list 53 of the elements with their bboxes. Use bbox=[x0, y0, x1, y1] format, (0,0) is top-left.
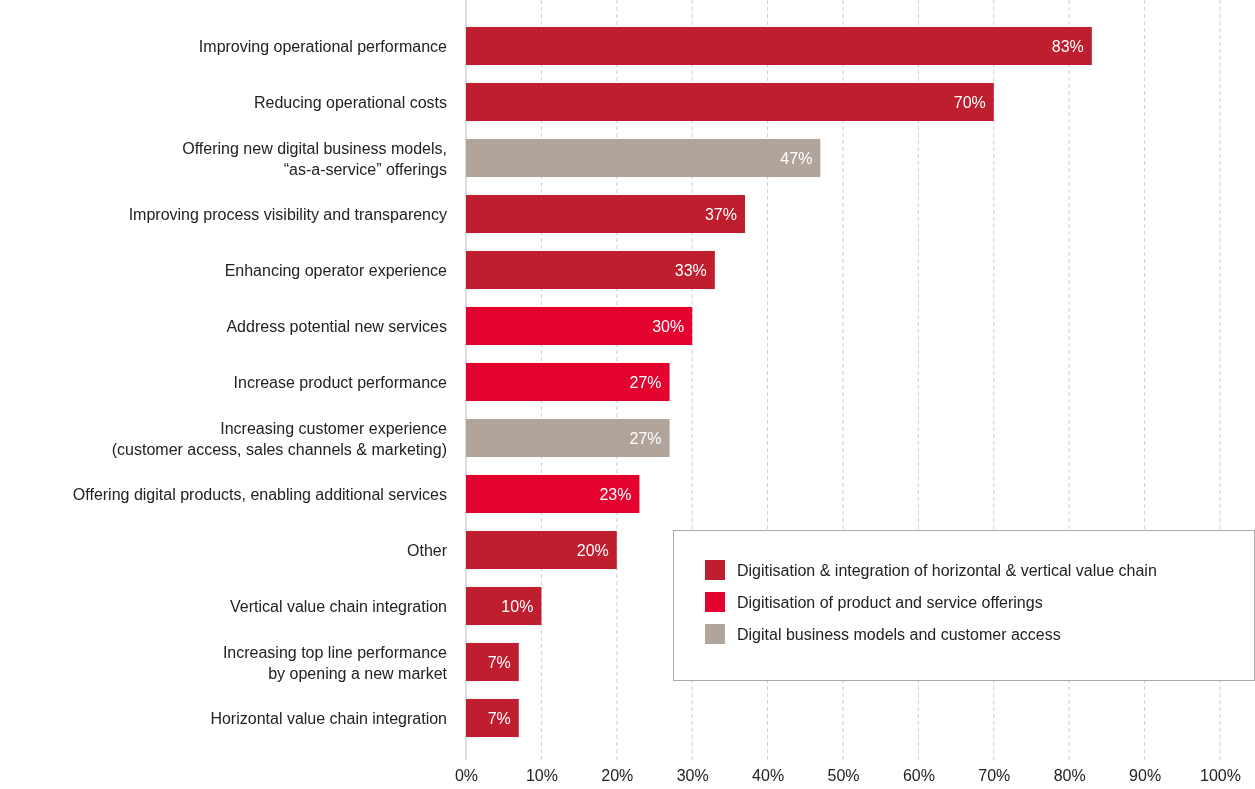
y-tick-label: Address potential new services bbox=[226, 318, 447, 335]
y-tick-label: Reducing operational costs bbox=[253, 94, 447, 111]
bar bbox=[466, 642, 519, 682]
x-tick-label: 20% bbox=[601, 767, 634, 785]
y-tick-label: Increasing top line performance by opening a new market bbox=[222, 643, 448, 682]
data-label: 33% bbox=[674, 262, 707, 279]
bar bbox=[466, 474, 640, 514]
y-tick-label: Increasing customer experience (customer access, sales channels & marketing) bbox=[111, 419, 448, 458]
bar bbox=[466, 362, 670, 402]
x-tick-label: 80% bbox=[1053, 767, 1086, 785]
legend-label: Digitisation & integration of horizontal & vertical value chain bbox=[737, 562, 1157, 579]
bar bbox=[466, 698, 519, 738]
data-label: 27% bbox=[629, 430, 662, 447]
data-label: 20% bbox=[576, 542, 609, 559]
y-tick-label: Improving process visibility and transparency bbox=[128, 206, 447, 223]
bar bbox=[466, 530, 617, 570]
legend-label: Digital business models and customer access bbox=[737, 626, 1061, 643]
bar bbox=[466, 138, 821, 178]
data-label: 7% bbox=[487, 710, 511, 727]
x-tick-label: 40% bbox=[752, 767, 785, 785]
x-tick-label: 60% bbox=[902, 767, 935, 785]
bar bbox=[466, 586, 542, 626]
y-tick-label: Increase product performance bbox=[233, 374, 448, 391]
data-label: 10% bbox=[501, 598, 534, 615]
data-label: 27% bbox=[629, 374, 662, 391]
data-label: 7% bbox=[487, 654, 511, 671]
data-label: 83% bbox=[1051, 38, 1084, 55]
x-tick-label: 10% bbox=[525, 767, 558, 785]
data-label: 30% bbox=[652, 318, 685, 335]
y-tick-label: Vertical value chain integration bbox=[229, 598, 447, 615]
bar bbox=[466, 194, 745, 234]
bar bbox=[466, 250, 715, 290]
data-label: 47% bbox=[780, 150, 813, 167]
x-tick-label: 50% bbox=[827, 767, 860, 785]
bar bbox=[466, 82, 994, 122]
x-tick-label: 100% bbox=[1200, 767, 1241, 785]
y-tick-label: Enhancing operator experience bbox=[224, 262, 448, 279]
data-label: 70% bbox=[953, 94, 986, 111]
y-tick-label: Improving operational performance bbox=[198, 38, 448, 55]
y-tick-label: Horizontal value chain integration bbox=[210, 710, 447, 727]
data-label: 37% bbox=[704, 206, 737, 223]
legend-label: Digitisation of product and service offerings bbox=[737, 594, 1043, 611]
bar bbox=[466, 26, 1092, 66]
bar bbox=[466, 418, 670, 458]
x-tick-label: 70% bbox=[978, 767, 1011, 785]
y-tick-label: Other bbox=[406, 542, 448, 559]
data-label: 23% bbox=[599, 486, 632, 503]
x-tick-label: 0% bbox=[454, 767, 479, 785]
x-tick-label: 30% bbox=[676, 767, 709, 785]
x-tick-label: 90% bbox=[1129, 767, 1162, 785]
y-tick-label: Offering digital products, enabling additional services bbox=[72, 486, 447, 503]
bar bbox=[466, 306, 693, 346]
y-tick-label: Offering new digital business models, “as-a-service” offerings bbox=[182, 139, 447, 178]
